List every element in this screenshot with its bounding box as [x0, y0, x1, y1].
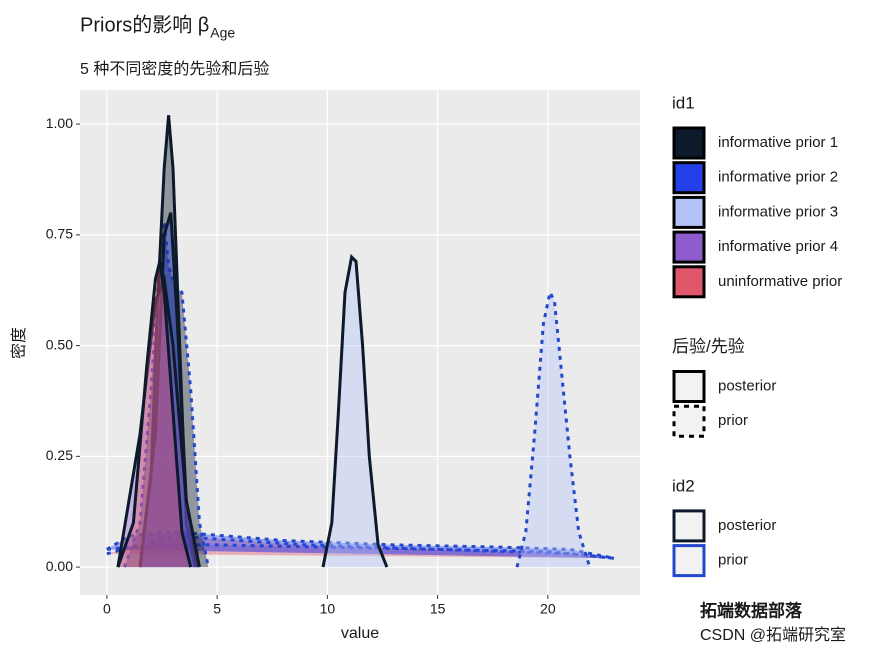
y-tick-label: 0.75 — [46, 226, 73, 242]
legend-label: prior — [718, 412, 748, 429]
density-line — [116, 261, 193, 568]
density-area — [323, 257, 387, 568]
y-axis-title: 密度 — [10, 327, 28, 359]
x-tick-label: 0 — [103, 601, 111, 617]
legend-key — [672, 230, 706, 264]
legend-key — [672, 126, 706, 160]
legend-key — [672, 161, 706, 195]
chart-title: Priors的影响 β — [80, 13, 209, 36]
density-line — [106, 543, 615, 560]
legend-key — [672, 404, 706, 438]
legend-key — [672, 195, 706, 229]
legend: id1 informative prior 1 informative prior … — [672, 93, 842, 578]
legend-label: posterior — [718, 517, 776, 534]
legend-title: id2 — [672, 476, 695, 495]
legend-title: 后验/先验 — [672, 337, 745, 356]
y-tick-label: 1.00 — [46, 115, 73, 131]
y-tick-label: 0.00 — [46, 558, 73, 574]
watermark: CSDN @拓端研究室 — [700, 626, 846, 644]
x-tick-label: 5 — [213, 601, 221, 617]
density-area — [117, 261, 191, 568]
x-tick-label: 10 — [320, 601, 336, 617]
legend-label: posterior — [718, 377, 776, 394]
legend-title: id1 — [672, 93, 695, 112]
density-line — [123, 221, 210, 568]
y-tick-label: 0.25 — [46, 447, 73, 463]
legend-key — [672, 544, 706, 578]
density-area — [517, 292, 590, 568]
legend-label: prior — [718, 552, 748, 569]
x-axis-title: value — [341, 625, 379, 642]
x-tick-label: 20 — [540, 601, 556, 617]
legend-label: informative prior 2 — [718, 169, 838, 186]
density-area — [106, 531, 615, 559]
legend-key — [672, 265, 706, 299]
legend-key — [672, 370, 706, 403]
legend-label: informative prior 1 — [718, 134, 838, 151]
watermark: 拓端数据部落 — [700, 600, 803, 620]
legend-label: informative prior 4 — [718, 238, 838, 255]
legend-label: uninformative prior — [718, 273, 842, 290]
density-line — [106, 530, 615, 560]
density-line — [321, 253, 389, 568]
density-area — [106, 544, 615, 559]
legend-label: informative prior 3 — [718, 203, 838, 220]
density-area — [124, 221, 209, 568]
density-line — [515, 287, 592, 568]
legend-key — [672, 509, 706, 543]
marks — [106, 115, 615, 568]
chart-subtitle: 5 种不同密度的先验和后验 — [80, 60, 269, 78]
y-tick-label: 0.50 — [46, 336, 73, 352]
x-tick-label: 15 — [430, 601, 446, 617]
axes: 0 5 10 15 20 0.00 0.25 0.50 0.75 1.00 — [46, 115, 556, 617]
title-subscript: Age — [210, 25, 235, 41]
